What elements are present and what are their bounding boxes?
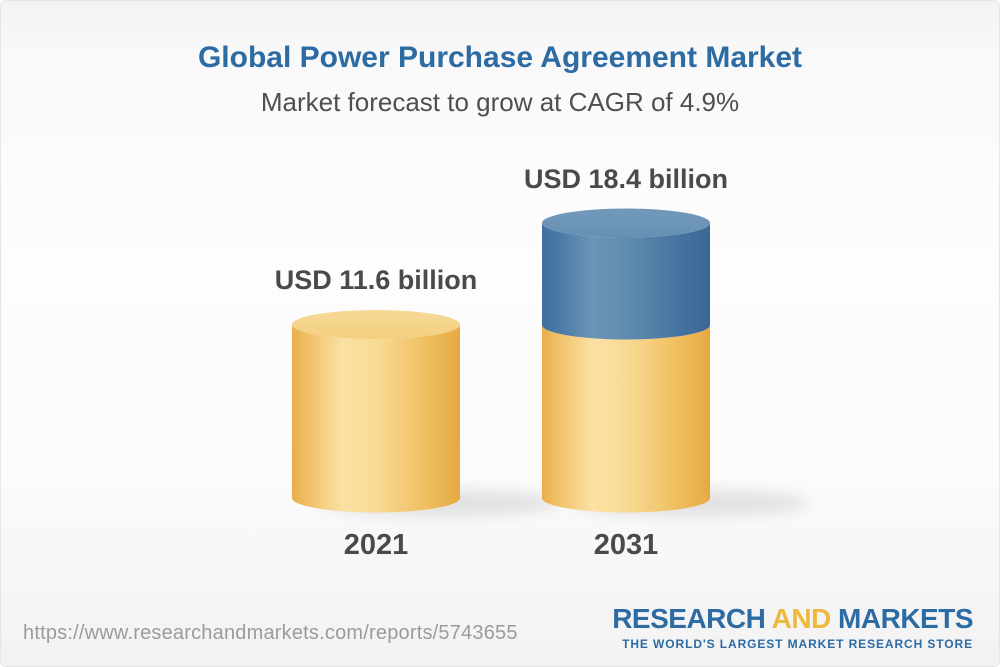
source-url: https://www.researchandmarkets.com/repor…: [23, 622, 518, 644]
logo-word-markets: MARKETS: [838, 603, 973, 634]
bar-2031-growth-segment: [542, 223, 710, 340]
bar-2031-base-segment: [542, 325, 710, 513]
brand-logo: RESEARCH AND MARKETS THE WORLD'S LARGEST…: [612, 605, 973, 651]
value-label-2021: USD 11.6 billion: [274, 265, 478, 295]
bar-2031-cylinder: [542, 208, 710, 513]
chart-title: Global Power Purchase Agreement Market: [197, 41, 803, 74]
value-label-2031: USD 18.4 billion: [523, 164, 729, 194]
bar-2021-cylinder: [292, 310, 460, 513]
brand-tagline: THE WORLD'S LARGEST MARKET RESEARCH STOR…: [622, 637, 973, 651]
logo-word-and: AND: [771, 603, 832, 634]
chart-subtitle: Market forecast to grow at CAGR of 4.9%: [260, 87, 740, 117]
logo-word-research: RESEARCH: [612, 603, 766, 634]
brand-logo-wordmark: RESEARCH AND MARKETS: [612, 605, 973, 633]
category-label-2031: 2031: [593, 529, 659, 561]
category-label-2021: 2021: [343, 529, 409, 561]
